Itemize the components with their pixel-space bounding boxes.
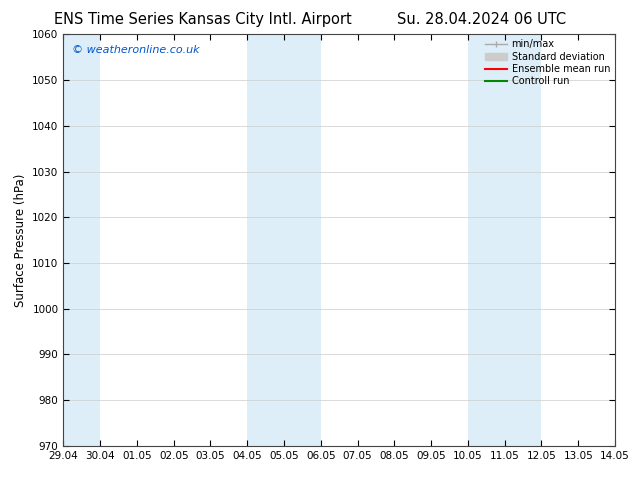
Legend: min/max, Standard deviation, Ensemble mean run, Controll run: min/max, Standard deviation, Ensemble me… [486, 39, 610, 86]
Y-axis label: Surface Pressure (hPa): Surface Pressure (hPa) [14, 173, 27, 307]
Bar [468, 34, 541, 446]
Bar [247, 34, 321, 446]
Bar [63, 34, 100, 446]
Text: ENS Time Series Kansas City Intl. Airport: ENS Time Series Kansas City Intl. Airpor… [54, 12, 352, 27]
Text: Su. 28.04.2024 06 UTC: Su. 28.04.2024 06 UTC [398, 12, 566, 27]
Text: © weatheronline.co.uk: © weatheronline.co.uk [72, 45, 199, 54]
